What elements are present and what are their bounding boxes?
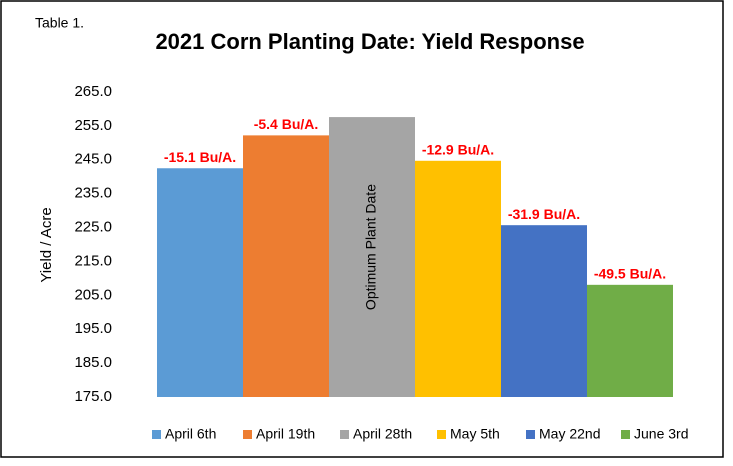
optimum-label: Optimum Plant Date <box>363 184 379 310</box>
legend-swatch <box>152 430 161 439</box>
y-tick-label: 185.0 <box>74 354 112 371</box>
bar <box>415 160 501 397</box>
y-tick-label: 255.0 <box>74 117 112 134</box>
bar <box>501 225 587 397</box>
chart-title: 2021 Corn Planting Date: Yield Response <box>155 29 584 54</box>
y-axis-label: Yield / Acre <box>38 207 55 282</box>
bar-label: -12.9 Bu/A. <box>422 141 494 157</box>
bar-label: -15.1 Bu/A. <box>164 149 236 165</box>
y-tick-label: 225.0 <box>74 219 112 236</box>
y-tick-label: 265.0 <box>74 83 112 100</box>
legend-label: April 19th <box>256 426 315 442</box>
legend-label: April 6th <box>165 426 216 442</box>
bar-label: -49.5 Bu/A. <box>594 266 666 282</box>
bar-label: -5.4 Bu/A. <box>254 116 319 132</box>
y-tick-label: 215.0 <box>74 252 112 269</box>
y-tick-label: 195.0 <box>74 320 112 337</box>
legend-swatch <box>340 430 349 439</box>
y-tick-label: 205.0 <box>74 286 112 303</box>
y-tick-label: 175.0 <box>74 388 112 405</box>
legend-swatch <box>437 430 446 439</box>
legend-swatch <box>243 430 252 439</box>
caption: Table 1. <box>35 15 84 31</box>
legend-label: May 22nd <box>539 426 600 442</box>
bar <box>329 117 415 398</box>
legend-swatch <box>621 430 630 439</box>
bar <box>157 168 243 397</box>
bar-label: -31.9 Bu/A. <box>508 206 580 222</box>
legend-label: May 5th <box>450 426 500 442</box>
legend-swatch <box>526 430 535 439</box>
legend-label: June 3rd <box>634 426 688 442</box>
legend-label: April 28th <box>353 426 412 442</box>
bar <box>243 135 329 397</box>
bar <box>587 284 673 397</box>
y-tick-label: 235.0 <box>74 185 112 202</box>
y-tick-label: 245.0 <box>74 151 112 168</box>
